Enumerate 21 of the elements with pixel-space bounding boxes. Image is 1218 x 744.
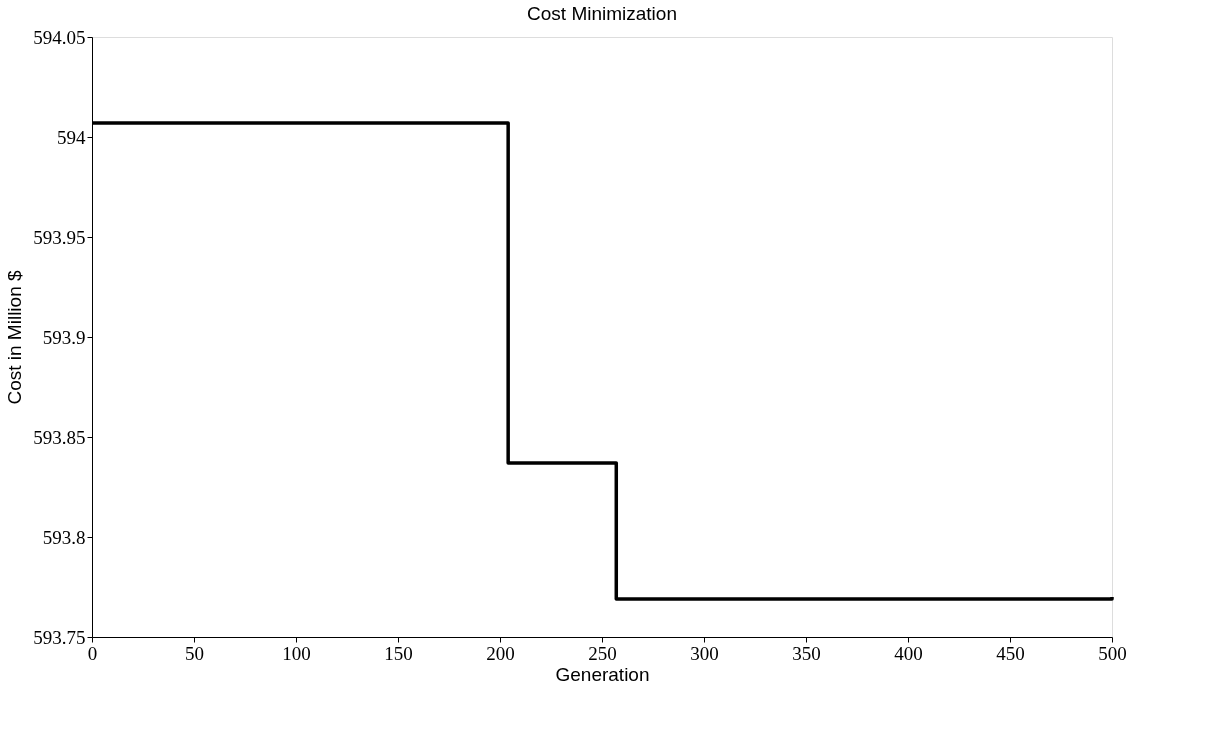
y-tick-label: 593.9: [42, 326, 86, 348]
y-tick-label: 593.95: [33, 226, 86, 248]
x-tick-label: 350: [792, 642, 821, 664]
x-tick-label: 100: [282, 642, 311, 664]
y-axis-title: Cost in Million $: [4, 270, 26, 405]
x-tick-label: 300: [690, 642, 719, 664]
x-tick-label: 0: [87, 642, 98, 664]
x-tick-label: 200: [486, 642, 515, 664]
y-tick-label: 593.8: [42, 526, 86, 548]
chart-title: Cost Minimization: [527, 3, 677, 24]
x-tick-label: 50: [185, 642, 204, 664]
x-tick-label: 250: [588, 642, 617, 664]
x-tick-label: 500: [1098, 642, 1127, 664]
y-tick-label: 593.75: [33, 626, 86, 648]
x-axis-title: Generation: [555, 663, 650, 685]
y-tick-label: 593.85: [33, 426, 86, 448]
x-tick-label: 450: [996, 642, 1025, 664]
x-tick-label: 150: [384, 642, 413, 664]
x-tick-label: 400: [894, 642, 923, 664]
y-tick-label: 594.05: [33, 26, 86, 48]
y-tick-label: 594: [57, 126, 86, 148]
